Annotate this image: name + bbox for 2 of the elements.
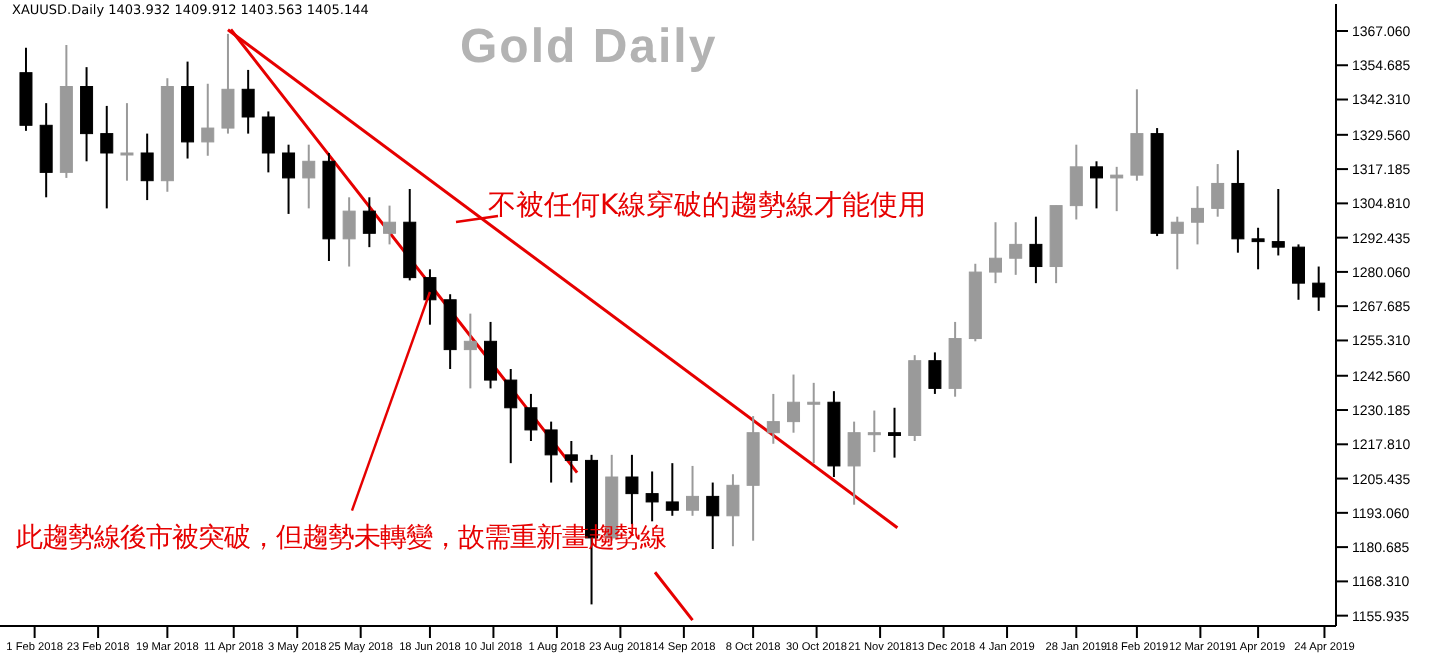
chart-title: Gold Daily	[460, 20, 718, 76]
annotation: 不被任何K線穿破的趨勢線才能使用	[488, 188, 927, 224]
